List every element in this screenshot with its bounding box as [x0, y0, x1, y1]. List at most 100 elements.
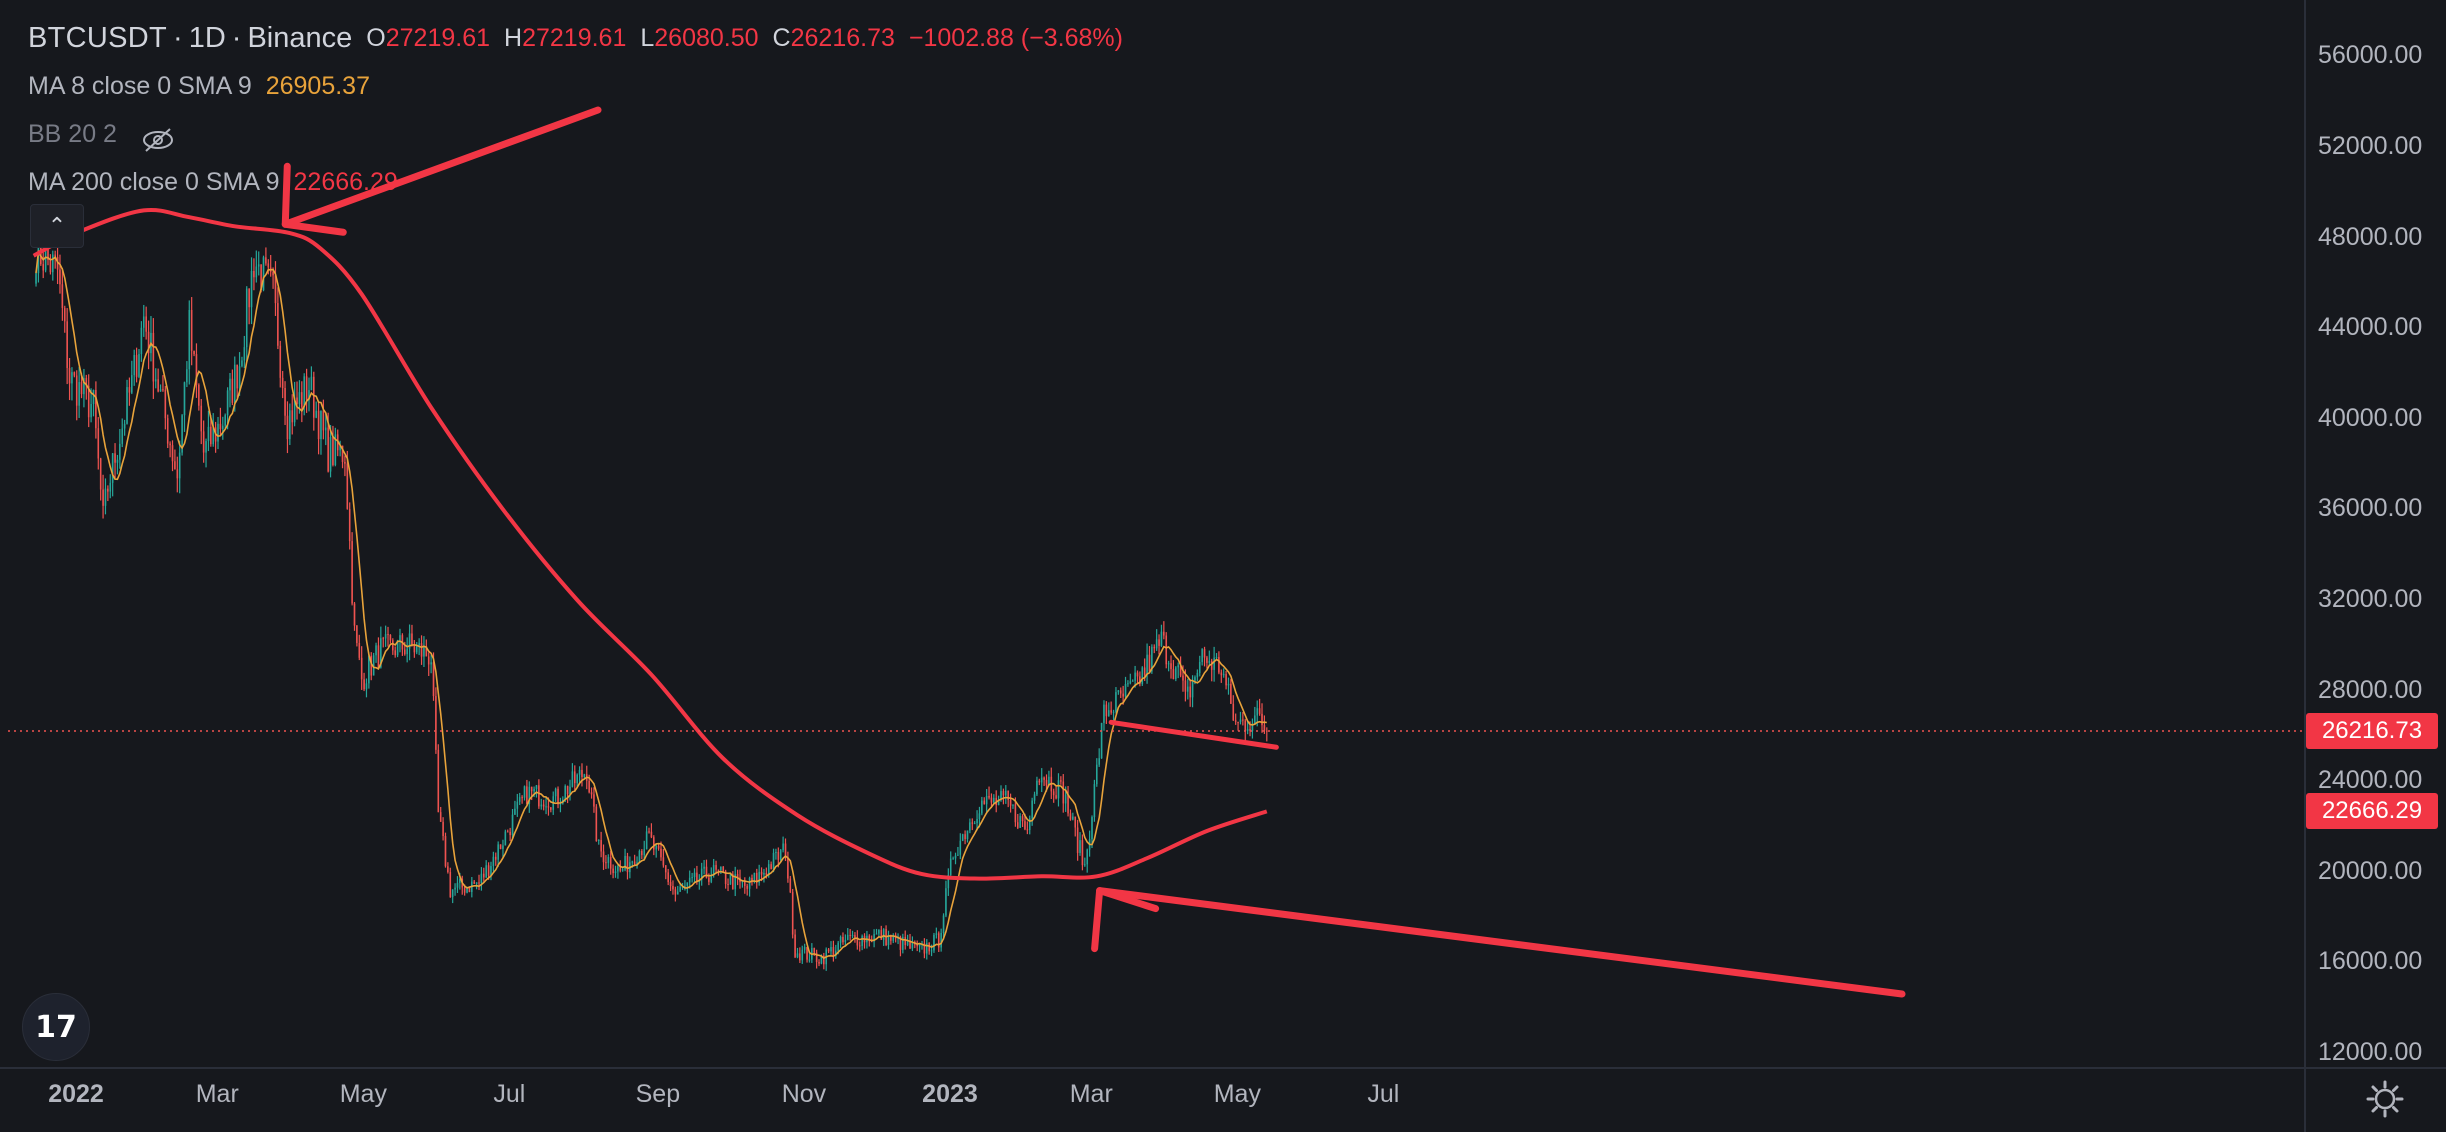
- indicator-ma200-row[interactable]: MA 200 close 0 SMA 9 22666.29: [28, 158, 1123, 206]
- candle-body: [200, 405, 203, 432]
- candle-body: [925, 943, 928, 954]
- candles-group: [35, 223, 1268, 971]
- candle-body: [1256, 708, 1259, 716]
- candle-body: [1175, 667, 1177, 679]
- candle-body: [248, 288, 250, 308]
- candle-body: [403, 649, 406, 655]
- candle-body: [952, 858, 954, 860]
- collapse-legend-button[interactable]: ⌃: [30, 204, 84, 248]
- candle-body: [1242, 719, 1244, 721]
- candle-body: [289, 410, 291, 440]
- candle-body: [368, 655, 370, 684]
- candle-body: [437, 749, 440, 813]
- candle-body: [128, 387, 131, 393]
- candle-body: [195, 354, 198, 385]
- candle-body: [411, 633, 413, 645]
- candle-body: [346, 463, 349, 509]
- candle-body: [1031, 800, 1033, 819]
- candle-body: [794, 934, 796, 958]
- candle-body: [97, 428, 100, 459]
- tradingview-logo-icon[interactable]: 17: [22, 993, 90, 1061]
- candle-body: [923, 943, 926, 954]
- candle-body: [720, 866, 722, 871]
- price-tick-label: 48000.00: [2318, 222, 2423, 251]
- candle-body: [494, 856, 497, 860]
- candle-body: [123, 423, 126, 429]
- change-value: −1002.88 (−3.68%): [908, 24, 1123, 52]
- candle-body: [468, 887, 471, 892]
- candle-body: [281, 377, 284, 389]
- candle-body: [641, 851, 643, 856]
- candle-body: [109, 482, 112, 492]
- candle-body: [291, 410, 294, 423]
- symbol-name[interactable]: BTCUSDT: [28, 22, 168, 54]
- time-tick-label: 2023: [922, 1080, 978, 1108]
- candle-body: [198, 384, 200, 406]
- candle-body: [648, 831, 650, 833]
- indicator-bb-row[interactable]: BB 20 2: [28, 110, 1123, 158]
- candle-body: [834, 950, 837, 956]
- candle-body: [813, 947, 816, 953]
- gear-icon[interactable]: [2363, 1077, 2407, 1121]
- low-value: 26080.50: [654, 24, 759, 52]
- candle-body: [978, 813, 981, 819]
- candle-body: [882, 929, 885, 940]
- price-tick-label: 12000.00: [2318, 1038, 2423, 1066]
- candle-body: [87, 385, 90, 418]
- price-tick-label: 28000.00: [2318, 675, 2423, 704]
- timeframe-label[interactable]: 1D: [188, 22, 226, 54]
- candle-body: [784, 843, 787, 858]
- candle-body: [121, 428, 124, 444]
- candle-body: [423, 646, 425, 657]
- candle-body: [1124, 684, 1127, 697]
- candle-body: [427, 656, 430, 665]
- candle-body: [372, 655, 375, 676]
- indicator-ma8-label[interactable]: MA 8 close 0 SMA 9: [28, 72, 252, 100]
- candle-body: [684, 885, 686, 887]
- candle-body: [315, 410, 317, 418]
- candle-body: [1179, 665, 1182, 676]
- indicator-ma200-label[interactable]: MA 200 close 0 SMA 9: [28, 168, 280, 196]
- candle-body: [133, 355, 136, 376]
- candle-body: [1055, 795, 1057, 799]
- candle-body: [638, 851, 641, 863]
- candle-body: [418, 643, 420, 646]
- candle-body: [727, 884, 729, 886]
- candle-body: [387, 634, 389, 636]
- candle-body: [693, 872, 696, 878]
- candle-body: [758, 871, 760, 883]
- candle-body: [207, 426, 210, 442]
- candle-body: [1198, 661, 1201, 673]
- candle-body: [1206, 657, 1208, 663]
- candle-body: [957, 854, 959, 856]
- candle-body: [607, 857, 610, 863]
- symbol-row[interactable]: BTCUSDT · 1D · Binance O 27219.61 H 27219.…: [28, 14, 1123, 62]
- candle-body: [1266, 730, 1268, 732]
- candle-body: [526, 786, 528, 804]
- candle-body: [293, 397, 296, 423]
- candle-body: [145, 316, 147, 332]
- candle-body: [1084, 864, 1086, 866]
- candle-body: [365, 683, 368, 690]
- candle-body: [657, 845, 660, 849]
- annotation-arrow-top: [281, 106, 602, 228]
- candle-body: [892, 935, 895, 941]
- candle-body: [324, 427, 327, 431]
- candle-body: [236, 364, 238, 389]
- indicator-ma8-row[interactable]: MA 8 close 0 SMA 9 26905.37: [28, 62, 1123, 110]
- candle-body: [95, 390, 97, 429]
- candle-body: [911, 941, 914, 949]
- candle-body: [674, 889, 677, 895]
- eye-hidden-icon[interactable]: [141, 121, 175, 152]
- indicator-bb-label[interactable]: BB 20 2: [28, 120, 117, 148]
- candle-body: [842, 936, 844, 943]
- candle-body: [868, 935, 871, 942]
- ma200-line: [32, 207, 1268, 881]
- candle-body: [904, 936, 907, 946]
- candle-body: [255, 266, 258, 278]
- candle-body: [1151, 646, 1153, 672]
- candle-body: [303, 376, 306, 408]
- candle-body: [1028, 818, 1031, 831]
